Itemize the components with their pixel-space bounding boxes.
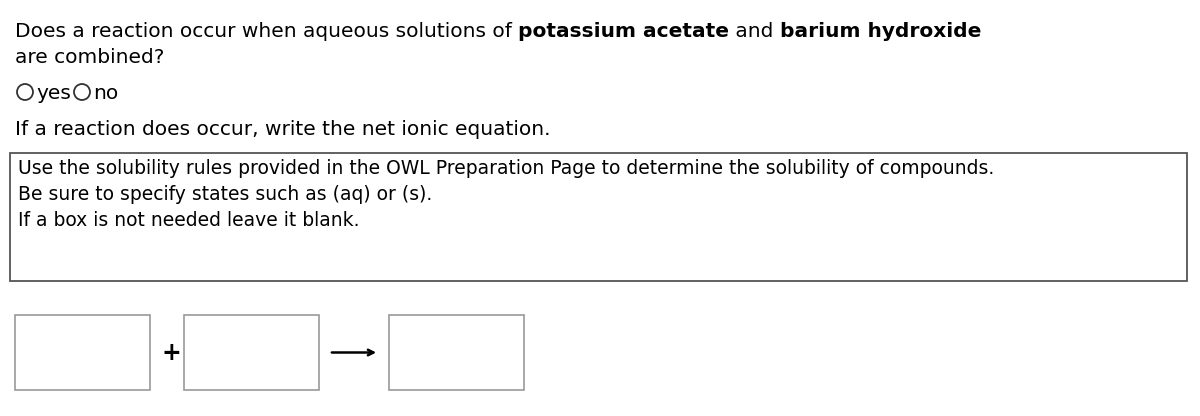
Bar: [389, 315, 524, 390]
Text: Be sure to specify states such as (aq) or (s).: Be sure to specify states such as (aq) o…: [18, 185, 432, 204]
Text: If a reaction does occur, write the net ionic equation.: If a reaction does occur, write the net …: [14, 120, 551, 139]
Text: +: +: [162, 341, 181, 364]
Bar: [10, 153, 1187, 281]
Text: and: and: [730, 22, 780, 41]
Bar: [14, 315, 150, 390]
Text: yes: yes: [36, 84, 71, 103]
Text: barium hydroxide: barium hydroxide: [780, 22, 982, 41]
Text: Does a reaction occur when aqueous solutions of: Does a reaction occur when aqueous solut…: [14, 22, 518, 41]
Text: are combined?: are combined?: [14, 48, 164, 67]
Text: Use the solubility rules provided in the OWL Preparation Page to determine the s: Use the solubility rules provided in the…: [18, 159, 995, 178]
Text: If a box is not needed leave it blank.: If a box is not needed leave it blank.: [18, 211, 360, 230]
Bar: [184, 315, 319, 390]
Text: potassium acetate: potassium acetate: [518, 22, 730, 41]
Text: no: no: [94, 84, 119, 103]
